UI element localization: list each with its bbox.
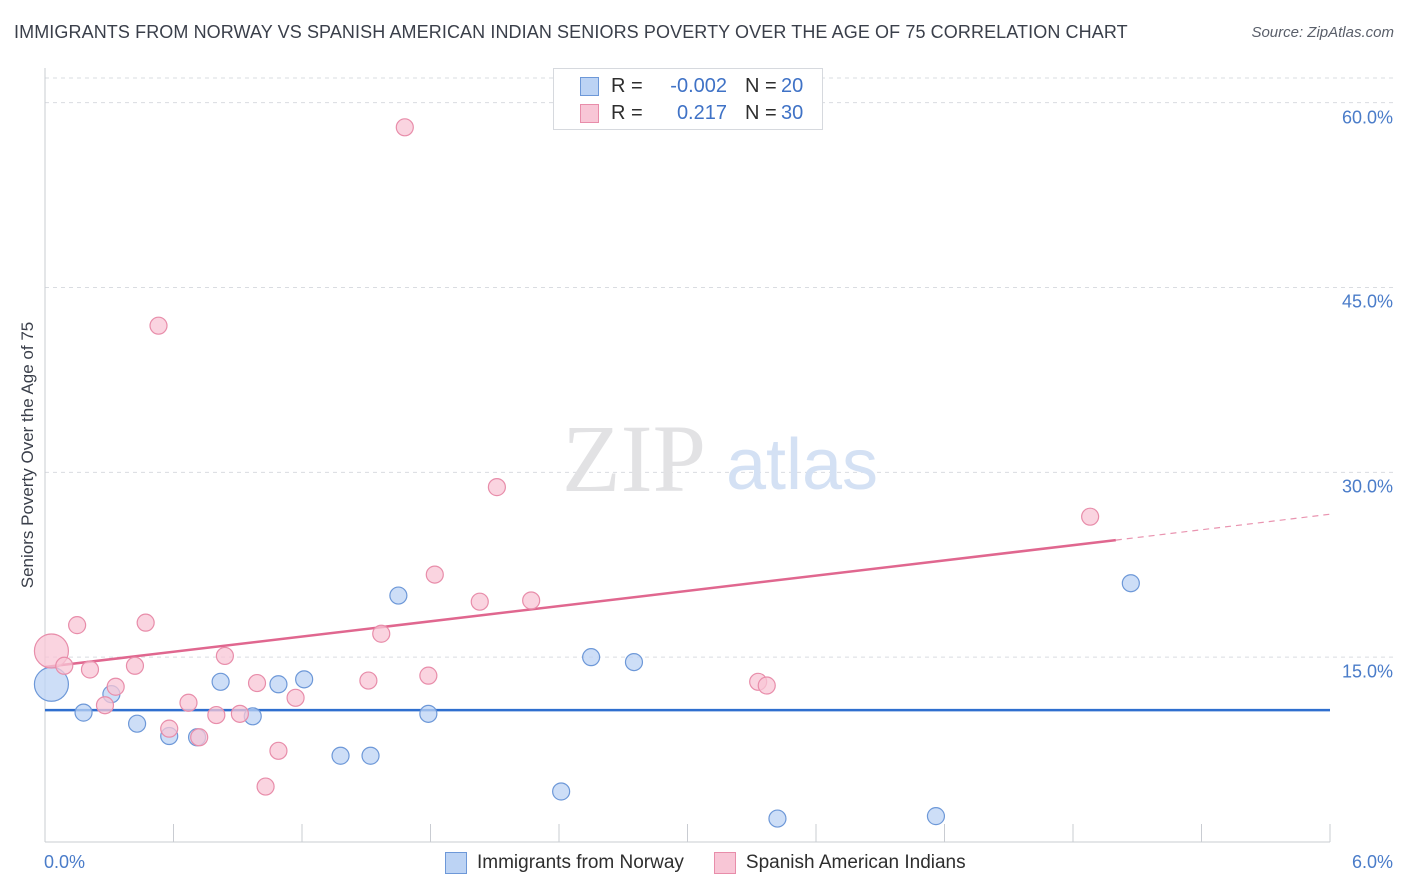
point-spanish [207, 705, 226, 725]
axes [44, 68, 1331, 843]
legend-label-norway: Immigrants from Norway [477, 852, 684, 873]
point-norway [295, 670, 314, 689]
point-norway [552, 782, 571, 801]
point-norway [926, 807, 946, 826]
n-value: 30 [781, 101, 804, 124]
n-label: N = [745, 101, 777, 124]
point-spanish [419, 666, 438, 685]
trend-extension-spanish [1115, 513, 1331, 541]
point-norway [1121, 574, 1140, 593]
grid-lines [45, 77, 1395, 658]
point-norway [211, 672, 230, 691]
trend-lines [44, 513, 1331, 712]
data-points [33, 118, 1140, 828]
r-label: R = [611, 101, 643, 124]
r-value: -0.002 [670, 74, 727, 97]
y-tick-label: 45.0% [1341, 291, 1393, 312]
point-spanish [757, 676, 776, 695]
watermark-zip: ZIP [562, 405, 706, 512]
r-label: R = [611, 74, 643, 97]
point-norway [582, 648, 601, 667]
point-norway [361, 746, 380, 765]
point-spanish [125, 656, 145, 675]
point-norway [269, 675, 288, 694]
stats-row-spanish: R = 0.217 N = 30 [554, 100, 803, 126]
point-spanish [395, 118, 414, 137]
legend-label-spanish: Spanish American Indians [745, 852, 966, 873]
trend-line-spanish [44, 538, 1116, 669]
point-spanish [55, 656, 74, 675]
point-spanish [179, 693, 198, 712]
legend-item-norway[interactable]: Immigrants from Norway [445, 852, 684, 874]
point-norway [389, 586, 408, 605]
point-norway [624, 652, 644, 672]
legend: Immigrants from Norway Spanish American … [445, 852, 996, 874]
y-tick-label: 60.0% [1341, 107, 1393, 128]
point-spanish [230, 704, 249, 723]
legend-swatch-spanish [713, 852, 736, 874]
r-value: 0.217 [676, 101, 727, 124]
point-norway [331, 746, 350, 765]
point-spanish [1081, 507, 1100, 526]
norway-swatch [580, 76, 599, 96]
point-spanish [359, 671, 378, 690]
point-spanish [106, 677, 125, 696]
point-spanish [487, 478, 506, 497]
point-spanish [68, 616, 87, 635]
stats-row-norway: R = -0.002 N = 20 [554, 73, 803, 99]
watermark-atlas: atlas [726, 425, 878, 505]
point-spanish [190, 728, 209, 747]
point-spanish [256, 777, 275, 796]
point-spanish [425, 565, 444, 584]
y-tick-label: 15.0% [1341, 661, 1393, 682]
n-label: N = [745, 74, 777, 97]
point-norway [768, 809, 787, 828]
point-norway [74, 703, 93, 722]
point-norway [127, 714, 147, 733]
point-spanish [136, 613, 155, 632]
point-norway [419, 704, 438, 723]
point-spanish [470, 592, 489, 611]
spanish-swatch [580, 103, 599, 123]
watermark: ZIP atlas [562, 405, 878, 512]
point-spanish [286, 688, 305, 707]
point-spanish [80, 660, 100, 679]
source-label: Source: ZipAtlas.com [1251, 24, 1394, 41]
n-value: 20 [781, 74, 804, 97]
point-spanish [149, 316, 168, 335]
point-spanish [247, 673, 267, 693]
x-tick-min: 0.0% [44, 852, 86, 872]
point-spanish [269, 741, 288, 760]
legend-swatch-norway [445, 852, 467, 874]
point-spanish [95, 696, 115, 715]
point-spanish [522, 591, 541, 610]
x-tick-max: 6.0% [1351, 852, 1393, 872]
correlation-stats-box: R = -0.002 N = 20 R = 0.217 N = 30 [553, 68, 823, 130]
point-spanish [160, 719, 179, 738]
point-spanish [372, 624, 391, 643]
y-tick-label: 30.0% [1341, 476, 1393, 497]
legend-item-spanish[interactable]: Spanish American Indians [713, 852, 966, 874]
point-spanish [215, 646, 234, 666]
chart-title: IMMIGRANTS FROM NORWAY VS SPANISH AMERIC… [14, 22, 1128, 42]
y-axis-label: Seniors Poverty Over the Age of 75 [18, 321, 37, 589]
